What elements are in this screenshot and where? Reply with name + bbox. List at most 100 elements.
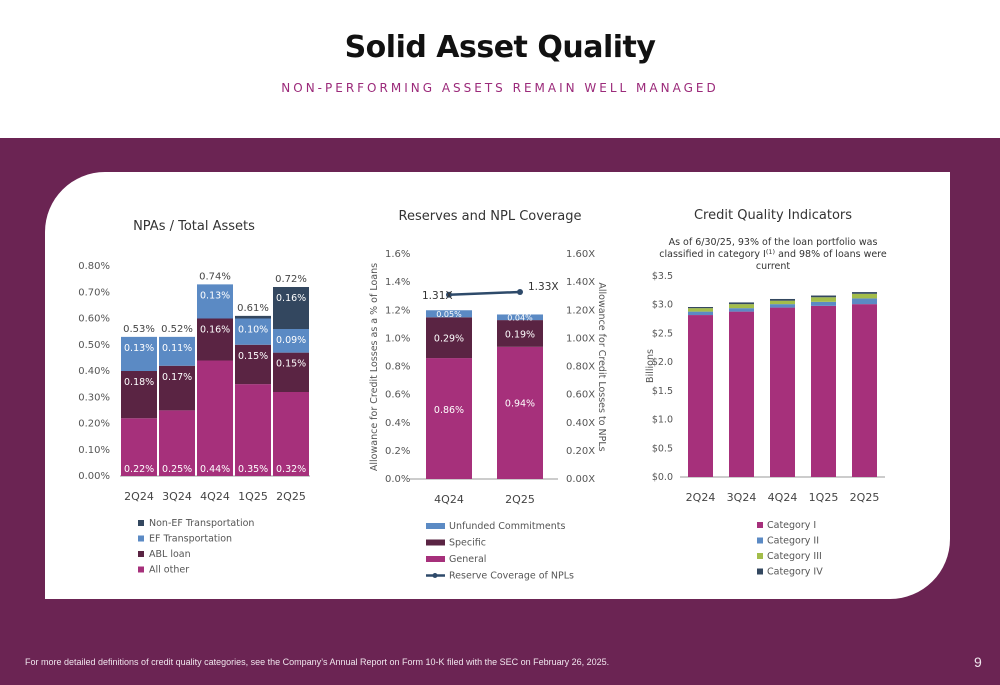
reserves-x-tick-label: 4Q24 bbox=[434, 493, 464, 506]
cqi-bar-segment bbox=[852, 292, 877, 294]
cqi-bar-segment bbox=[770, 307, 795, 477]
reserves-legend-swatch bbox=[432, 573, 438, 578]
npa-legend-swatch bbox=[138, 520, 144, 526]
npa-data-label: 0.44% bbox=[200, 464, 230, 475]
npa-y-tick-label: 0.80% bbox=[78, 261, 110, 272]
reserves-y2-tick-label: 1.00X bbox=[566, 333, 595, 344]
npa-data-label: 0.16% bbox=[276, 293, 306, 304]
footnote: For more detailed definitions of credit … bbox=[25, 657, 610, 667]
npa-data-label: 0.18% bbox=[124, 377, 154, 388]
cqi-legend-label: Category II bbox=[767, 536, 819, 547]
npa-y-tick-label: 0.60% bbox=[78, 314, 110, 325]
npa-data-label: 0.13% bbox=[124, 343, 154, 354]
cqi-y-tick-label: $1.0 bbox=[652, 415, 673, 426]
reserves-y-tick-label: 0.8% bbox=[385, 362, 410, 373]
page-title: Solid Asset Quality bbox=[344, 30, 656, 65]
npa-x-tick-label: 4Q24 bbox=[200, 490, 230, 503]
reserves-y2-tick-label: 0.40X bbox=[566, 418, 595, 429]
npa-legend-label: EF Transportation bbox=[149, 534, 232, 545]
reserves-legend-label: Unfunded Commitments bbox=[449, 521, 565, 532]
reserves-data-label: 0.19% bbox=[505, 329, 535, 340]
cqi-bar-segment bbox=[770, 300, 795, 305]
npa-y-tick-label: 0.70% bbox=[78, 287, 110, 298]
npa-bar-segment bbox=[197, 318, 233, 361]
npa-y-tick-label: 0.40% bbox=[78, 366, 110, 377]
reserves-data-label: 0.86% bbox=[434, 405, 464, 416]
npa-data-label: 0.16% bbox=[200, 325, 230, 336]
cqi-bar-segment bbox=[688, 311, 713, 316]
npa-y-tick-label: 0.10% bbox=[78, 445, 110, 456]
cqi-x-tick-label: 1Q25 bbox=[809, 491, 839, 504]
npa-total-label: 0.53% bbox=[123, 324, 155, 335]
npa-bar-segment bbox=[121, 336, 157, 371]
reserves-bar-segment bbox=[426, 310, 472, 318]
reserves-y2-tick-label: 1.60X bbox=[566, 249, 595, 260]
npa-bar-segment bbox=[159, 410, 195, 476]
npa-chart-title: NPAs / Total Assets bbox=[133, 219, 255, 234]
reserves-chart-title: Reserves and NPL Coverage bbox=[399, 209, 582, 224]
npa-data-label: 0.35% bbox=[238, 464, 268, 475]
reserves-bar-segment bbox=[426, 317, 472, 359]
reserves-x-tick-label: 2Q25 bbox=[505, 493, 535, 506]
cqi-bar-segment bbox=[770, 298, 795, 301]
cqi-bar-segment bbox=[729, 302, 754, 305]
npa-y-tick-label: 0.30% bbox=[78, 392, 110, 403]
reserves-data-label: 0.05% bbox=[436, 310, 462, 319]
reserves-bar-segment bbox=[497, 346, 543, 479]
cqi-x-tick-label: 2Q25 bbox=[850, 491, 880, 504]
npa-total-label: 0.74% bbox=[199, 271, 231, 282]
npa-bar-segment bbox=[273, 329, 309, 353]
cqi-y-tick-label: $3.0 bbox=[652, 300, 673, 311]
npa-bar-segment bbox=[197, 360, 233, 476]
npa-legend-label: All other bbox=[149, 565, 189, 576]
npa-data-label: 0.15% bbox=[238, 351, 268, 362]
coverage-point bbox=[517, 288, 523, 295]
npa-total-label: 0.72% bbox=[275, 274, 307, 285]
cqi-bar-segment bbox=[770, 304, 795, 308]
reserves-data-label: 0.04% bbox=[507, 313, 533, 322]
reserves-data-label: 0.29% bbox=[434, 334, 464, 345]
cqi-y-axis-title: Billions bbox=[645, 349, 656, 383]
cqi-bar-segment bbox=[729, 308, 754, 312]
npa-legend-label: ABL loan bbox=[149, 549, 191, 560]
cqi-bar-segment bbox=[852, 293, 877, 299]
reserves-y2-tick-label: 1.20X bbox=[566, 305, 595, 316]
npa-x-tick-label: 3Q24 bbox=[162, 490, 192, 503]
cqi-bar-segment bbox=[811, 305, 836, 477]
reserves-bar-segment bbox=[426, 358, 472, 479]
cqi-x-tick-label: 3Q24 bbox=[727, 491, 757, 504]
npa-bar-segment bbox=[235, 344, 271, 385]
npa-y-tick-label: 0.20% bbox=[78, 419, 110, 430]
reserves-y2-tick-label: 0.80X bbox=[566, 362, 595, 373]
reserves-bar-segment bbox=[497, 314, 543, 321]
page-number: 9 bbox=[974, 654, 982, 670]
reserves-y-tick-label: 1.2% bbox=[385, 305, 410, 316]
cqi-bar-segment bbox=[688, 308, 713, 312]
npa-bar-segment bbox=[235, 315, 271, 319]
cqi-subtitle-line: As of 6/30/25, 93% of the loan portfolio… bbox=[669, 237, 878, 248]
cqi-bar-segment bbox=[688, 307, 713, 309]
npa-data-label: 0.17% bbox=[162, 372, 192, 383]
cqi-bar-segment bbox=[811, 295, 836, 298]
npa-total-label: 0.52% bbox=[161, 324, 193, 335]
npa-x-tick-label: 2Q25 bbox=[276, 490, 306, 503]
reserves-y2-tick-label: 0.00X bbox=[566, 474, 595, 485]
reserves-legend-label: Specific bbox=[449, 538, 486, 549]
reserves-y2-tick-label: 1.40X bbox=[566, 277, 595, 288]
page-subtitle: NON-PERFORMING ASSETS REMAIN WELL MANAGE… bbox=[281, 81, 719, 95]
npa-bar-segment bbox=[121, 371, 157, 419]
reserves-y-tick-label: 0.4% bbox=[385, 418, 410, 429]
cqi-legend-swatch bbox=[757, 568, 763, 575]
reserves-legend-swatch bbox=[426, 556, 445, 562]
npa-data-label: 0.32% bbox=[276, 464, 306, 475]
reserves-legend-swatch bbox=[426, 523, 445, 529]
npa-data-label: 0.15% bbox=[276, 359, 306, 370]
cqi-bar-segment bbox=[852, 298, 877, 305]
reserves-y-tick-label: 1.6% bbox=[385, 249, 410, 260]
cqi-x-tick-label: 2Q24 bbox=[686, 491, 716, 504]
reserves-y-tick-label: 0.6% bbox=[385, 390, 410, 401]
coverage-data-label: 1.31X bbox=[422, 290, 453, 302]
npa-x-tick-label: 1Q25 bbox=[238, 490, 268, 503]
npa-data-label: 0.10% bbox=[238, 325, 268, 336]
